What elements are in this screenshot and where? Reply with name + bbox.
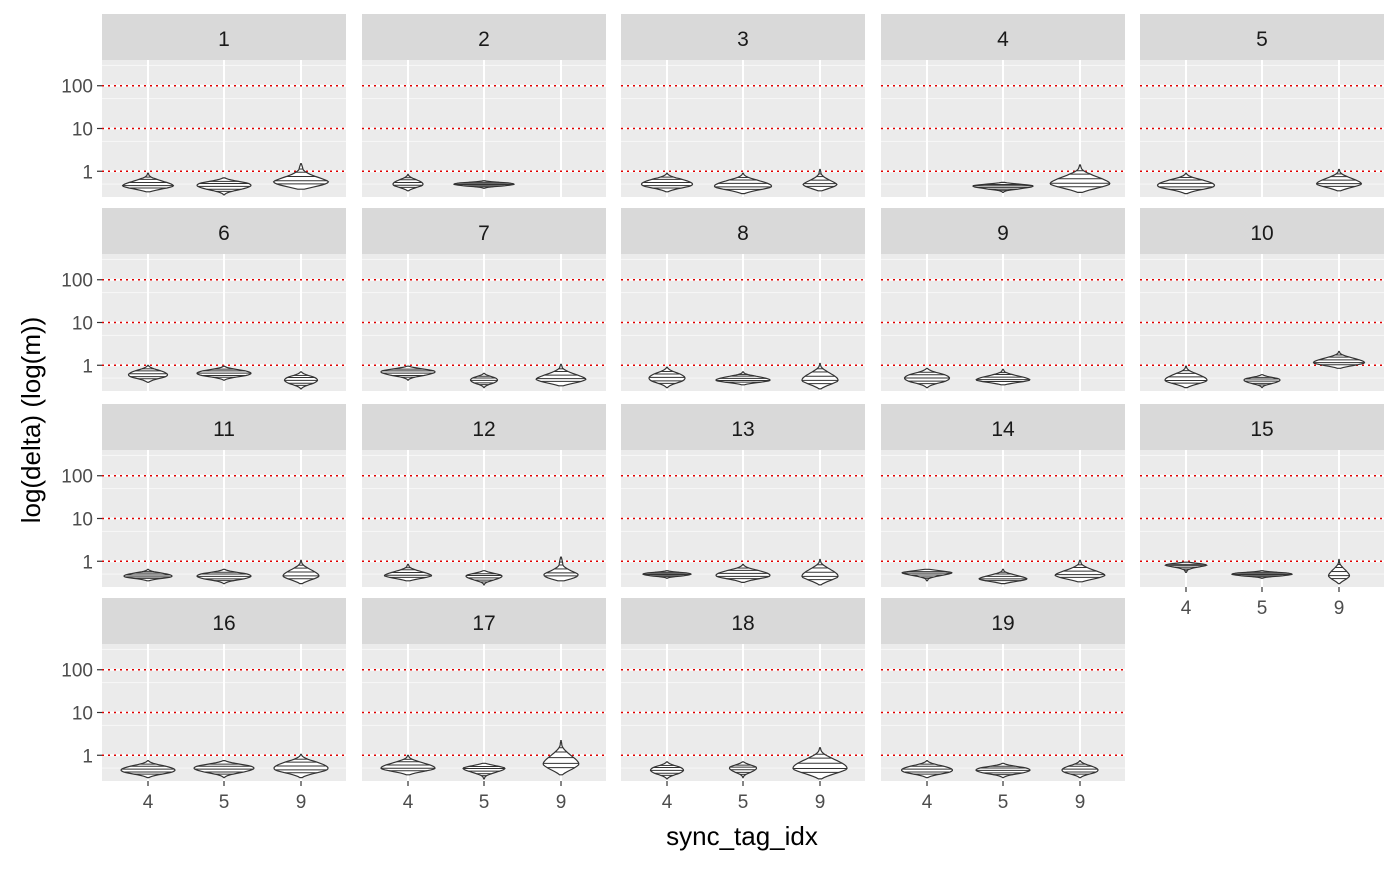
facet-strip: [102, 404, 346, 450]
facet-panel: 16 1 10 100 4 5 9: [61, 598, 346, 813]
y-tick-label: 100: [61, 661, 93, 682]
y-axis-title: log(delta) (log(m)): [16, 317, 46, 524]
facet-strip: [362, 208, 606, 254]
facet-strip-label: 8: [737, 222, 749, 245]
x-tick-label: 5: [998, 792, 1009, 813]
x-tick-label: 5: [738, 792, 749, 813]
x-tick-label: 5: [1257, 598, 1268, 619]
facet-strip-label: 19: [991, 612, 1014, 635]
facet-panel: 4: [881, 14, 1125, 197]
facet-strip: [1140, 14, 1384, 60]
facet-strip-label: 11: [213, 418, 235, 441]
facet-panel: 1 1 10 100: [61, 14, 346, 197]
facet-panel: 10: [1140, 208, 1384, 391]
facet-strip-label: 4: [997, 28, 1009, 51]
facet-panel: 6 1 10 100: [61, 208, 346, 391]
facet-strip: [881, 598, 1125, 644]
facet-strip-label: 13: [731, 418, 754, 441]
facet-panel: 2: [362, 14, 606, 197]
facet-strip-label: 16: [212, 612, 235, 635]
facet-strip: [621, 14, 865, 60]
facet-strip-label: 7: [478, 222, 490, 245]
y-tick-label: 100: [61, 77, 93, 98]
facet-strip-label: 5: [1256, 28, 1268, 51]
facet-panel: 17 4 5 9: [362, 598, 606, 813]
y-tick-label: 1: [82, 746, 93, 767]
y-tick-label: 1: [82, 552, 93, 573]
facet-strip-label: 2: [478, 28, 490, 51]
facet-strip: [621, 404, 865, 450]
x-tick-label: 9: [1334, 598, 1345, 619]
facet-strip: [362, 404, 606, 450]
facet-panel: 8: [621, 208, 865, 391]
facet-panel: 18 4 5 9: [621, 598, 865, 813]
x-tick-label: 4: [1181, 598, 1192, 619]
facet-strip-label: 6: [218, 222, 230, 245]
y-tick-label: 10: [72, 120, 93, 141]
facet-strip-label: 1: [218, 28, 230, 51]
facet-panel: 7: [362, 208, 606, 391]
x-tick-label: 4: [143, 792, 154, 813]
facet-strip-label: 12: [472, 418, 495, 441]
x-tick-label: 9: [815, 792, 826, 813]
facet-strip-label: 17: [472, 612, 495, 635]
x-tick-label: 5: [219, 792, 230, 813]
facet-strip: [621, 598, 865, 644]
y-tick-label: 1: [82, 162, 93, 183]
facet-panel: 5: [1140, 14, 1384, 197]
facet-strip-label: 9: [997, 222, 1009, 245]
facet-strip: [881, 404, 1125, 450]
x-tick-label: 9: [556, 792, 567, 813]
facet-strip: [881, 208, 1125, 254]
facet-strip-label: 18: [731, 612, 754, 635]
facet-panel: 13: [621, 404, 865, 587]
y-tick-label: 100: [61, 467, 93, 488]
x-tick-label: 5: [479, 792, 490, 813]
facet-panel: 15 4 5 9: [1140, 404, 1384, 619]
facet-strip: [102, 208, 346, 254]
facet-strip: [621, 208, 865, 254]
facet-strip: [1140, 404, 1384, 450]
facet-strip: [362, 598, 606, 644]
y-tick-label: 1: [82, 356, 93, 377]
x-tick-label: 9: [296, 792, 307, 813]
x-tick-label: 4: [662, 792, 673, 813]
facet-panel: 9: [881, 208, 1125, 391]
x-tick-label: 4: [403, 792, 414, 813]
y-tick-label: 100: [61, 271, 93, 292]
facet-panel: 14: [881, 404, 1125, 587]
facet-strip: [102, 14, 346, 60]
facet-strip: [1140, 208, 1384, 254]
y-tick-label: 10: [72, 510, 93, 531]
x-axis-title: sync_tag_idx: [666, 821, 818, 851]
facet-strip: [881, 14, 1125, 60]
facet-panel: 19 4 5 9: [881, 598, 1125, 813]
facet-strip-label: 14: [991, 418, 1015, 441]
x-tick-label: 4: [922, 792, 933, 813]
y-tick-label: 10: [72, 704, 93, 725]
facet-strip: [362, 14, 606, 60]
facet-panel: 12: [362, 404, 606, 587]
facet-strip-label: 15: [1250, 418, 1273, 441]
y-tick-label: 10: [72, 314, 93, 335]
facet-strip-label: 3: [737, 28, 749, 51]
facet-panel: 3: [621, 14, 865, 197]
facet-strip: [102, 598, 346, 644]
x-tick-label: 9: [1075, 792, 1086, 813]
facet-strip-label: 10: [1250, 222, 1273, 245]
